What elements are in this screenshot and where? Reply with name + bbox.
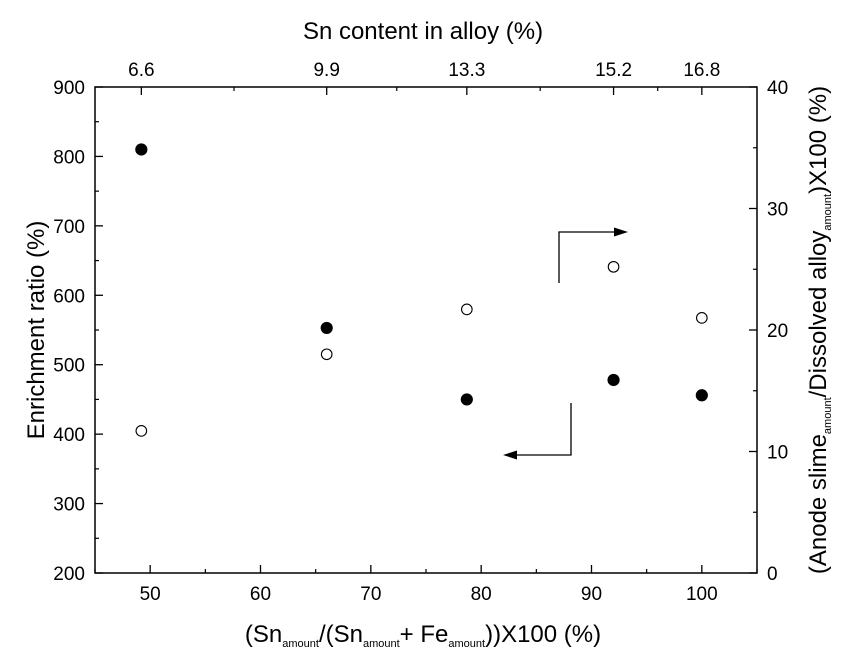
bottom-axis-title-part: + Fe bbox=[400, 621, 449, 648]
right-tick-label: 20 bbox=[767, 321, 788, 342]
bottom-axis-title-part: /(Sn bbox=[319, 621, 363, 648]
data-points-layer bbox=[135, 143, 708, 437]
right-tick-label: 30 bbox=[767, 200, 788, 221]
bottom-axis-title-part: ))X100 (%) bbox=[485, 621, 601, 648]
enrichment-data-point bbox=[607, 373, 620, 387]
x-tick-label: 80 bbox=[471, 584, 492, 605]
left-axis-indicator-arrow bbox=[503, 403, 572, 460]
top-tick-label: 15.2 bbox=[595, 60, 632, 81]
right-axis-title-sub: amount bbox=[822, 194, 834, 231]
bottom-axis-title-sub: amount bbox=[282, 638, 319, 650]
slime-data-point bbox=[607, 260, 620, 273]
bottom-axis-title-part: (Sn bbox=[245, 621, 282, 648]
enrichment-data-point bbox=[695, 389, 708, 402]
slime-data-point bbox=[460, 303, 473, 316]
right-axis-title-sub: amount bbox=[822, 397, 834, 434]
bottom-axis-title: (Snamount/(Snamount+ Feamount))X100 (%) bbox=[245, 621, 601, 650]
right-tick-label: 10 bbox=[767, 443, 788, 464]
enrichment-data-point bbox=[320, 321, 333, 335]
right-axis-title-part: (Anode slime bbox=[805, 434, 832, 574]
top-tick-label: 13.3 bbox=[448, 60, 485, 81]
x-tick-label: 100 bbox=[686, 584, 718, 605]
right-axis-title: (Anode slimeamount/Dissolved alloyamount… bbox=[805, 86, 834, 574]
enrichment-data-point bbox=[135, 143, 148, 156]
left-tick-label: 500 bbox=[53, 356, 85, 377]
left-tick-label: 400 bbox=[53, 425, 85, 446]
left-tick-label: 900 bbox=[53, 78, 85, 99]
left-tick-label: 300 bbox=[53, 495, 85, 516]
left-tick-label: 700 bbox=[53, 217, 85, 238]
plot-frame bbox=[94, 86, 758, 574]
left-axis-title: Enrichment ratio (%) bbox=[23, 221, 50, 440]
top-tick-label: 9.9 bbox=[313, 60, 339, 81]
right-tick-label: 40 bbox=[767, 78, 788, 99]
slime-data-point bbox=[320, 348, 333, 361]
x-tick-label: 50 bbox=[140, 584, 161, 605]
slime-data-point bbox=[695, 312, 708, 324]
top-tick-label: 6.6 bbox=[128, 60, 154, 81]
bottom-axis-title-sub: amount bbox=[363, 638, 400, 650]
right-tick-label: 0 bbox=[767, 564, 778, 585]
x-tick-label: 90 bbox=[581, 584, 602, 605]
left-tick-label: 600 bbox=[53, 286, 85, 307]
left-tick-label: 800 bbox=[53, 147, 85, 168]
right-axis-title-part: )X100 (%) bbox=[805, 86, 832, 194]
right-axis-indicator-arrow bbox=[558, 227, 628, 283]
enrichment-data-point bbox=[460, 393, 473, 406]
top-axis-title: Sn content in alloy (%) bbox=[303, 18, 543, 45]
x-tick-label: 70 bbox=[360, 584, 381, 605]
left-tick-label: 200 bbox=[53, 564, 85, 585]
x-tick-label: 60 bbox=[250, 584, 271, 605]
bottom-axis-title-sub: amount bbox=[448, 638, 485, 650]
slime-data-point bbox=[135, 424, 148, 437]
top-tick-label: 16.8 bbox=[683, 60, 720, 81]
right-axis-title-part: /Dissolved alloy bbox=[805, 231, 832, 398]
